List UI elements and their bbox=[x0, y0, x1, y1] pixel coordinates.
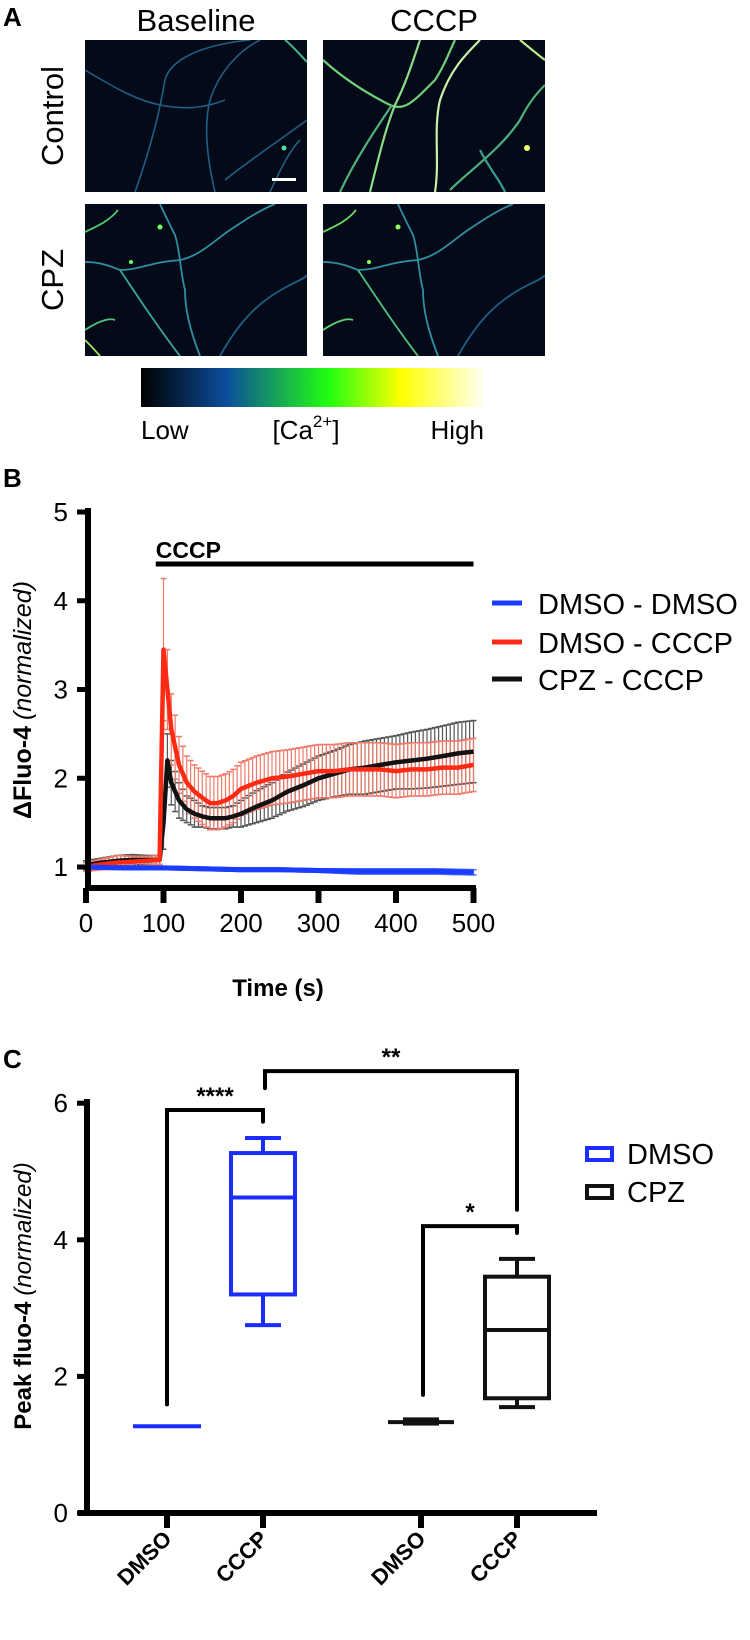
significance-bracket bbox=[263, 1069, 519, 1212]
box-body bbox=[229, 1151, 297, 1297]
y-axis-title-main: Peak fluo-4 bbox=[10, 1301, 37, 1430]
y-axis-title: ΔFluo-4 (normalized) bbox=[9, 581, 37, 819]
y-tick-label: 0 bbox=[54, 1498, 68, 1528]
y-tick-label: 5 bbox=[54, 497, 68, 527]
legend-swatch bbox=[585, 1184, 614, 1200]
y-tick-label: 2 bbox=[54, 763, 68, 793]
x-axis-title: Time (s) bbox=[232, 975, 324, 1002]
y-tick-label: 4 bbox=[54, 586, 68, 616]
legend-label: DMSO - DMSO bbox=[538, 589, 738, 621]
y-axis-title-italic: (normalized) bbox=[10, 1162, 37, 1295]
x-category-label: DMSO bbox=[112, 1526, 176, 1590]
micrograph-control-baseline bbox=[85, 40, 307, 192]
colorbar-high-label: High bbox=[431, 415, 484, 445]
x-tick-label: 200 bbox=[219, 908, 262, 938]
colorbar-low-label: Low bbox=[141, 415, 189, 445]
row-title-control: Control bbox=[35, 66, 70, 166]
series-line-dmso-dmso bbox=[85, 864, 474, 875]
row-title-cpz: CPZ bbox=[35, 249, 70, 311]
x-category-label: DMSO bbox=[366, 1526, 430, 1590]
box-cpz-dmso bbox=[388, 1417, 454, 1426]
legend-label: DMSO bbox=[627, 1139, 714, 1171]
legend-swatch bbox=[585, 1146, 614, 1162]
micrograph-control-cccp bbox=[323, 40, 545, 192]
micrograph-cpz-baseline bbox=[85, 204, 307, 356]
panel-label-a: A bbox=[3, 2, 22, 32]
x-tick-label: 0 bbox=[79, 908, 93, 938]
legend-label: CPZ bbox=[627, 1177, 685, 1209]
significance-label: * bbox=[465, 1199, 475, 1226]
legend-label: DMSO - CCCP bbox=[538, 628, 733, 660]
y-axis-title-main: ΔFluo-4 bbox=[9, 726, 37, 819]
box-body bbox=[483, 1274, 551, 1401]
panel-label-b: B bbox=[3, 463, 22, 493]
timecourse-chart: 1 2 3 4 5 0 100 200 300 400 500 CCCP ΔFluo-4 (normali… bbox=[9, 497, 738, 1002]
cccp-treatment-label: CCCP bbox=[156, 537, 221, 563]
y-axis-title: Peak fluo-4 (normalized) bbox=[10, 1162, 37, 1429]
colorbar-mid-superscript: 2+ bbox=[313, 412, 332, 431]
colorbar-mid-label: [Ca2+] bbox=[272, 412, 339, 445]
significance-label: **** bbox=[196, 1083, 234, 1110]
series-line-dmso-cccp bbox=[85, 647, 474, 870]
x-category-label: CCCP bbox=[211, 1526, 273, 1588]
y-tick-label: 3 bbox=[54, 675, 68, 705]
column-title-baseline: Baseline bbox=[137, 3, 256, 38]
significance-label: ** bbox=[382, 1044, 401, 1071]
box-cpz-cccp bbox=[483, 1256, 551, 1410]
colorbar-mid-text: [Ca bbox=[272, 415, 313, 445]
y-tick-label: 2 bbox=[54, 1361, 68, 1391]
x-tick-label: 300 bbox=[297, 908, 340, 938]
y-tick-label: 6 bbox=[54, 1088, 68, 1118]
y-tick-label: 1 bbox=[54, 852, 68, 882]
y-axis-title-italic: (normalized) bbox=[9, 581, 37, 720]
column-title-cccp: CCCP bbox=[390, 3, 478, 38]
x-tick-label: 500 bbox=[452, 908, 495, 938]
box-dmso-cccp bbox=[229, 1136, 297, 1328]
box-body bbox=[403, 1417, 439, 1426]
x-category-label: CCCP bbox=[465, 1526, 527, 1588]
panel-label-c: C bbox=[3, 1044, 22, 1074]
y-tick-label: 4 bbox=[54, 1225, 68, 1255]
significance-bracket bbox=[421, 1224, 519, 1397]
significance-bracket bbox=[165, 1108, 265, 1407]
calcium-colorbar bbox=[141, 368, 483, 407]
x-tick-label: 100 bbox=[142, 908, 185, 938]
scale-bar bbox=[272, 178, 296, 181]
legend-label: CPZ - CCCP bbox=[538, 665, 704, 697]
error-bars-1 bbox=[83, 577, 477, 873]
x-tick-label: 400 bbox=[374, 908, 417, 938]
micrograph-cpz-cccp bbox=[323, 204, 545, 356]
colorbar-mid-end: ] bbox=[332, 415, 339, 445]
